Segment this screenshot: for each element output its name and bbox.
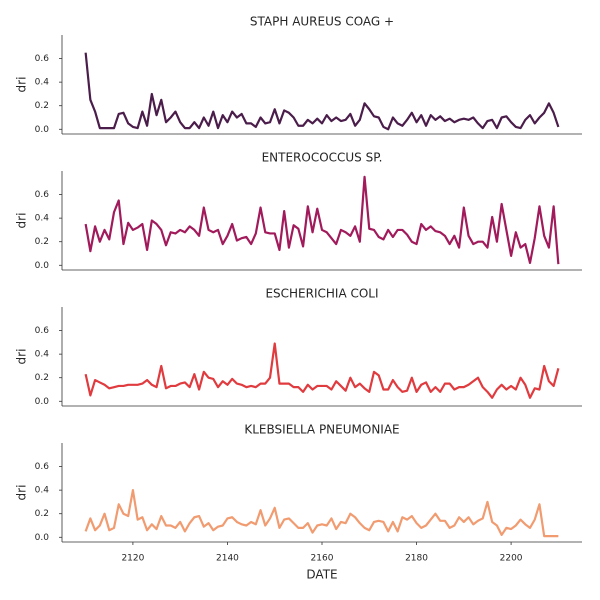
y-tick-label: 0.6 [35, 190, 50, 200]
y-axis-label: dri [15, 349, 29, 365]
data-line [84, 175, 560, 265]
y-tick-label: 0.0 [35, 125, 50, 135]
y-tick-label: 0.2 [35, 509, 49, 519]
y-tick-label: 0.0 [35, 261, 50, 271]
x-tick-label: 2160 [311, 554, 334, 564]
y-tick-label: 0.0 [35, 397, 50, 407]
panel-title: KLEBSIELLA PNEUMONIAE [244, 423, 399, 437]
x-axis-label: DATE [306, 568, 337, 582]
x-tick-label: 2120 [121, 554, 144, 564]
y-tick-label: 0.6 [35, 462, 50, 472]
panel-title: STAPH AUREUS COAG + [250, 15, 394, 29]
y-tick-label: 0.6 [35, 326, 50, 336]
data-line [84, 342, 560, 399]
y-tick-label: 0.4 [35, 486, 50, 496]
y-axis-label: dri [15, 485, 29, 501]
y-tick-label: 0.2 [35, 101, 49, 111]
x-tick-label: 2200 [500, 554, 523, 564]
panel-title: ENTEROCOCCUS SP. [262, 151, 383, 165]
y-tick-label: 0.2 [35, 237, 49, 247]
data-line [84, 489, 559, 538]
x-tick-label: 2140 [216, 554, 239, 564]
y-axis-label: dri [15, 77, 29, 93]
y-tick-label: 0.0 [35, 533, 50, 543]
y-tick-label: 0.4 [35, 78, 50, 88]
panel-title: ESCHERICHIA COLI [265, 287, 378, 301]
y-tick-label: 0.4 [35, 214, 50, 224]
y-tick-label: 0.6 [35, 54, 50, 64]
data-line [84, 52, 560, 131]
y-tick-label: 0.2 [35, 373, 49, 383]
y-tick-label: 0.4 [35, 350, 50, 360]
x-tick-label: 2180 [405, 554, 428, 564]
y-axis-label: dri [15, 213, 29, 229]
